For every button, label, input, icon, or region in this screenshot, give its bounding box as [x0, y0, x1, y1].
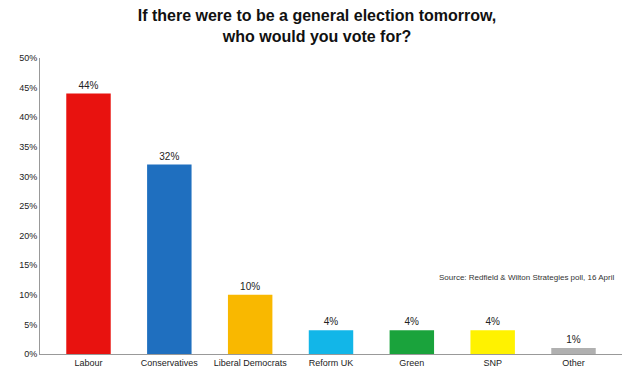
svg-text:Conservatives: Conservatives: [141, 358, 199, 368]
svg-text:25%: 25%: [19, 201, 37, 211]
svg-text:Source: Redfield & Wilton Stra: Source: Redfield & Wilton Strategies pol…: [439, 273, 614, 282]
svg-text:10%: 10%: [240, 281, 260, 292]
svg-text:35%: 35%: [19, 142, 37, 152]
svg-text:4%: 4%: [324, 316, 339, 327]
svg-text:20%: 20%: [19, 231, 37, 241]
svg-text:45%: 45%: [19, 83, 37, 93]
svg-text:Green: Green: [399, 358, 424, 368]
svg-text:15%: 15%: [19, 260, 37, 270]
svg-text:4%: 4%: [405, 316, 420, 327]
svg-text:If there were to be a general: If there were to be a general election t…: [138, 7, 497, 45]
svg-text:44%: 44%: [78, 80, 98, 91]
svg-text:SNP: SNP: [483, 358, 502, 368]
svg-text:Reform UK: Reform UK: [309, 358, 354, 368]
svg-text:0%: 0%: [24, 349, 37, 359]
svg-text:40%: 40%: [19, 112, 37, 122]
svg-text:4%: 4%: [485, 316, 500, 327]
svg-text:50%: 50%: [19, 53, 37, 63]
svg-text:5%: 5%: [24, 320, 37, 330]
svg-text:32%: 32%: [159, 151, 179, 162]
svg-text:Other: Other: [562, 358, 585, 368]
svg-text:10%: 10%: [19, 290, 37, 300]
svg-text:30%: 30%: [19, 172, 37, 182]
svg-text:Labour: Labour: [74, 358, 102, 368]
svg-text:1%: 1%: [566, 334, 581, 345]
svg-text:Liberal Democrats: Liberal Democrats: [214, 358, 288, 368]
